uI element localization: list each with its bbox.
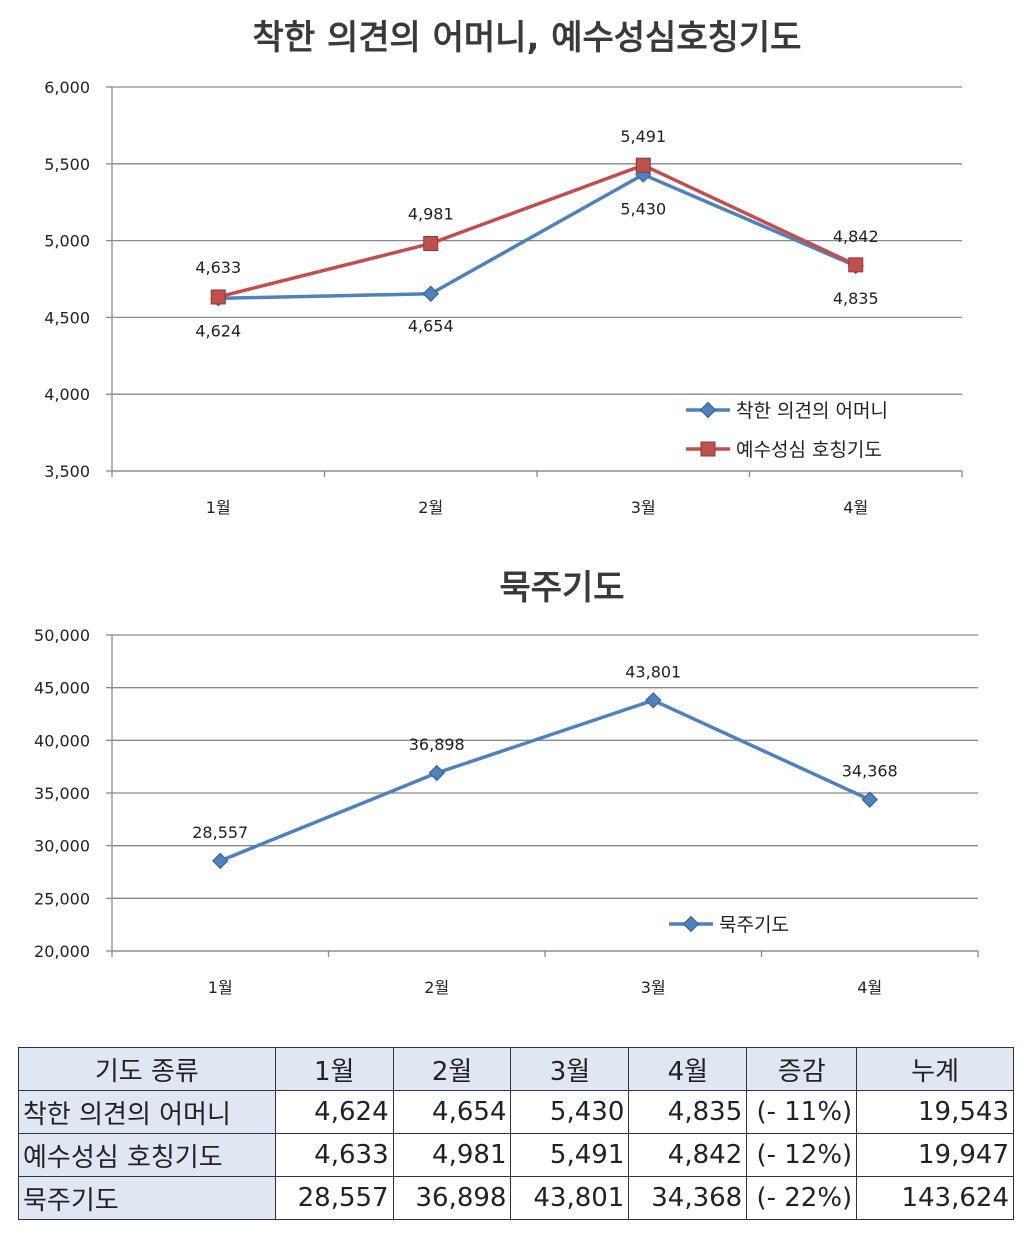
y-tick-label: 30,000 bbox=[34, 837, 90, 856]
y-tick-label: 5,000 bbox=[44, 232, 90, 251]
data-label: 4,835 bbox=[833, 289, 879, 308]
x-tick-label: 4월 bbox=[857, 978, 882, 997]
x-tick-label: 4월 bbox=[843, 498, 868, 517]
y-tick-label: 40,000 bbox=[34, 731, 90, 750]
data-point-square bbox=[210, 289, 226, 305]
data-point-diamond bbox=[212, 852, 229, 870]
x-tick-label: 1월 bbox=[206, 498, 231, 517]
table-header-cell: 증감 bbox=[746, 1047, 858, 1091]
data-label: 4,624 bbox=[195, 321, 241, 340]
x-tick-label: 3월 bbox=[641, 978, 666, 997]
data-label: 34,368 bbox=[842, 762, 898, 781]
y-tick-label: 20,000 bbox=[34, 942, 90, 961]
table-header-cell: 4월 bbox=[628, 1047, 748, 1091]
data-point-square bbox=[700, 441, 716, 457]
table-cell: 4,835 bbox=[628, 1090, 748, 1134]
chart-title: 착한 의견의 어머니, 예수성심호칭기도 bbox=[253, 18, 802, 58]
series-line bbox=[218, 172, 857, 301]
data-point-diamond bbox=[422, 285, 439, 302]
data-point-square bbox=[635, 157, 651, 173]
data-label: 36,898 bbox=[409, 735, 465, 754]
y-tick-label: 6,000 bbox=[44, 78, 90, 97]
y-tick-label: 35,000 bbox=[34, 784, 90, 803]
table-cell: 5,491 bbox=[510, 1133, 630, 1177]
series-line bbox=[217, 163, 857, 299]
chart-rosary: 묵주기도 20,000 25,000 30,000 35,000 40,000 45,000… bbox=[34, 568, 979, 997]
table-cell: (- 12%) bbox=[746, 1133, 858, 1177]
chart-title: 묵주기도 bbox=[499, 568, 624, 608]
table-cell: 28,557 bbox=[274, 1176, 394, 1220]
table-header-cell: 기도 종류 bbox=[18, 1047, 276, 1091]
table-cell: 36,898 bbox=[392, 1176, 512, 1220]
y-tick-label: 4,000 bbox=[44, 385, 90, 404]
table-cell: 4,654 bbox=[392, 1090, 512, 1134]
y-tick-label: 3,500 bbox=[44, 462, 90, 481]
data-label: 4,633 bbox=[195, 258, 241, 277]
data-label: 43,801 bbox=[625, 662, 681, 681]
summary-table: 기도 종류 1월 2월 3월 4월 증감 누계 착한 의견의 어머니 4,624… bbox=[18, 1047, 1014, 1220]
data-label: 5,430 bbox=[620, 200, 666, 219]
data-point-diamond bbox=[645, 692, 662, 709]
table-header-row: 기도 종류 1월 2월 3월 4월 증감 누계 bbox=[18, 1047, 1014, 1091]
y-tick-label: 4,500 bbox=[44, 308, 90, 327]
table-cell: 43,801 bbox=[510, 1176, 630, 1220]
table-cell: 4,842 bbox=[628, 1133, 748, 1177]
table-cell: 143,624 bbox=[856, 1176, 1014, 1220]
data-label: 4,981 bbox=[408, 205, 454, 224]
table-cell: (- 11%) bbox=[746, 1090, 858, 1134]
legend-label: 묵주기도 bbox=[719, 914, 789, 936]
data-label: 28,557 bbox=[192, 823, 248, 842]
y-tick-label: 45,000 bbox=[34, 679, 90, 698]
data-point-square bbox=[848, 257, 864, 273]
series-line bbox=[219, 698, 871, 863]
x-tick-label: 3월 bbox=[631, 498, 656, 517]
data-label: 5,491 bbox=[620, 127, 666, 146]
row-label: 묵주기도 bbox=[18, 1176, 276, 1220]
table-header-cell: 3월 bbox=[510, 1047, 630, 1091]
y-tick-label: 25,000 bbox=[34, 889, 90, 908]
x-tick-label: 2월 bbox=[424, 978, 449, 997]
table-cell: 4,624 bbox=[274, 1090, 394, 1134]
y-tick-label: 50,000 bbox=[34, 626, 90, 645]
table-row: 예수성심 호칭기도 4,633 4,981 5,491 4,842 (- 12%… bbox=[18, 1133, 1014, 1177]
data-label: 4,842 bbox=[833, 227, 879, 246]
data-point-square bbox=[423, 236, 439, 252]
table-cell: 5,430 bbox=[510, 1090, 630, 1134]
table-header-cell: 누계 bbox=[856, 1047, 1014, 1091]
legend-label: 예수성심 호칭기도 bbox=[736, 439, 882, 461]
row-label: 착한 의견의 어머니 bbox=[18, 1090, 276, 1134]
table-row: 묵주기도 28,557 36,898 43,801 34,368 (- 22%)… bbox=[18, 1176, 1014, 1220]
data-point-diamond bbox=[699, 401, 717, 419]
table-header-cell: 2월 bbox=[392, 1047, 512, 1091]
x-tick-label: 2월 bbox=[418, 498, 443, 517]
table-header-cell: 1월 bbox=[274, 1047, 394, 1091]
data-label: 4,654 bbox=[408, 317, 454, 336]
legend-label: 착한 의견의 어머니 bbox=[736, 400, 888, 422]
table-cell: 4,981 bbox=[392, 1133, 512, 1177]
y-tick-label: 5,500 bbox=[44, 155, 90, 174]
x-tick-label: 1월 bbox=[208, 978, 233, 997]
table-cell: 4,633 bbox=[274, 1133, 394, 1177]
data-point-diamond bbox=[428, 764, 445, 782]
table-row: 착한 의견의 어머니 4,624 4,654 5,430 4,835 (- 11… bbox=[18, 1090, 1014, 1134]
table-cell: 34,368 bbox=[628, 1176, 748, 1220]
data-point-diamond bbox=[682, 915, 700, 933]
data-point-diamond bbox=[861, 791, 878, 808]
table-cell: 19,543 bbox=[856, 1090, 1014, 1134]
table-cell: 19,947 bbox=[856, 1133, 1014, 1177]
table-cell: (- 22%) bbox=[746, 1176, 858, 1220]
row-label: 예수성심 호칭기도 bbox=[18, 1133, 276, 1177]
chart-prayer-comparison: 착한 의견의 어머니, 예수성심호칭기도 3,500 4,000 4,500 5,000… bbox=[44, 18, 963, 517]
